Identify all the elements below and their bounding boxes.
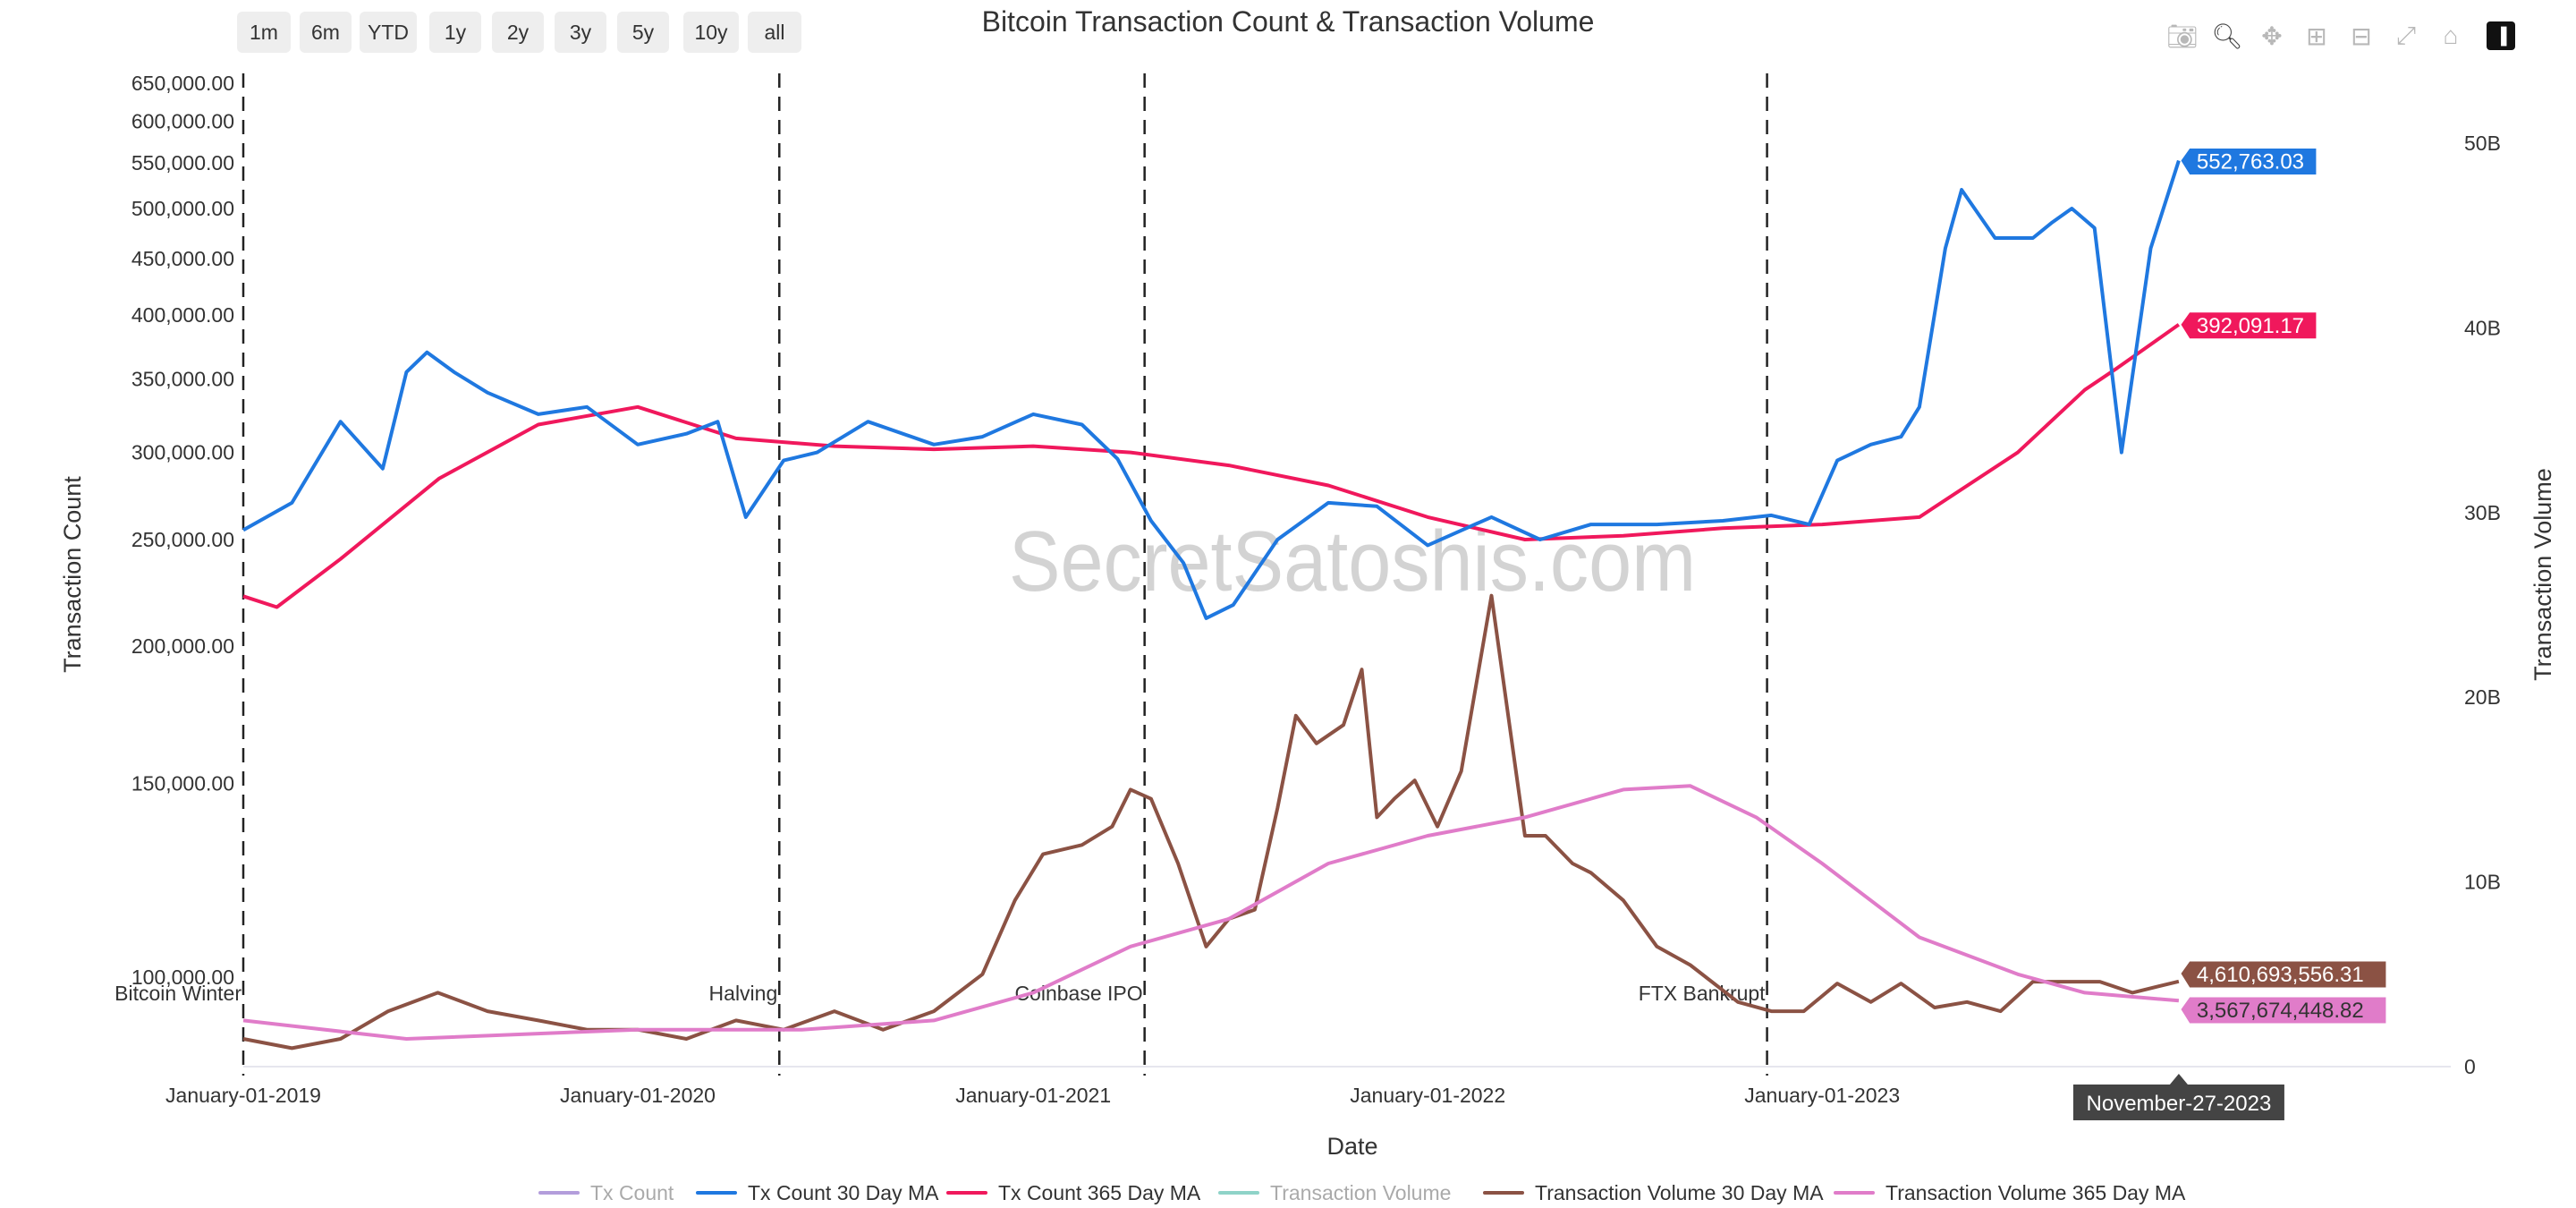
x-tick: January-01-2020 — [560, 1084, 716, 1107]
legend-swatch — [1483, 1191, 1524, 1195]
hover-date-label: November-27-2023 — [2087, 1092, 2272, 1116]
hover-label-tx30-bg — [2180, 147, 2318, 175]
y-left-tick: 500,000.00 — [131, 197, 234, 220]
y-left-tick: 350,000.00 — [131, 367, 234, 390]
hover-date-bg — [2072, 1074, 2284, 1120]
range-button-6m[interactable]: 6m — [300, 12, 352, 53]
chart-title: Bitcoin Transaction Count & Transaction … — [981, 5, 1595, 38]
legend-label: Tx Count 365 Day MA — [998, 1180, 1201, 1204]
hover-label-tx365-bg — [2180, 311, 2318, 340]
x-tick: January-01-2022 — [1350, 1084, 1505, 1107]
y-right-tick: 50B — [2464, 132, 2501, 155]
modebar: 📷︎ 🔍︎ ✥ ⊞ ⊟ ⤢ ⌂ ▐ — [2157, 18, 2515, 54]
event-label: Bitcoin Winter — [114, 982, 242, 1005]
y-left-tick: 600,000.00 — [131, 110, 234, 133]
legend: Tx Count Tx Count 30 Day MA Tx Count 365 D… — [0, 1179, 2576, 1208]
legend-swatch — [946, 1191, 987, 1195]
range-button-all[interactable]: all — [748, 12, 801, 53]
hover-label-vol30: 4,610,693,556.31 — [2197, 963, 2364, 987]
plotly-logo-icon[interactable]: ▐ — [2487, 21, 2515, 50]
series-line-transaction-volume-30-day-ma — [242, 593, 2180, 1051]
legend-swatch — [538, 1191, 580, 1195]
y-right-tick: 20B — [2464, 685, 2501, 709]
y-left-tick: 400,000.00 — [131, 303, 234, 327]
legend-label: Tx Count 30 Day MA — [748, 1180, 939, 1204]
legend-item[interactable]: Tx Count 365 Day MA — [946, 1179, 1200, 1206]
pan-icon[interactable]: ✥ — [2261, 21, 2283, 50]
y-right-tick: 10B — [2464, 871, 2501, 894]
zoom-out-icon[interactable]: ⊟ — [2351, 21, 2372, 50]
legend-label: Tx Count — [590, 1180, 674, 1204]
range-button-3y[interactable]: 3y — [555, 12, 606, 53]
legend-item[interactable]: Transaction Volume 30 Day MA — [1483, 1179, 1824, 1206]
legend-item[interactable]: Transaction Volume — [1218, 1179, 1451, 1206]
legend-label: Transaction Volume 30 Day MA — [1535, 1180, 1824, 1204]
legend-swatch — [1218, 1191, 1259, 1195]
y-left-tick: 100,000.00 — [131, 966, 234, 989]
reset-axes-icon[interactable]: ⌂ — [2443, 21, 2459, 49]
watermark: SecretSatoshis.com — [1009, 514, 1696, 609]
event-label: Halving — [709, 982, 778, 1005]
x-tick: January-01-2019 — [165, 1084, 321, 1107]
x-tick: January-01-2023 — [1744, 1084, 1900, 1107]
legend-item[interactable]: Tx Count — [538, 1179, 674, 1206]
y-left-tick: 200,000.00 — [131, 634, 234, 658]
range-button-1m[interactable]: 1m — [237, 12, 291, 53]
hover-label-vol30-bg — [2180, 960, 2387, 989]
range-button-ytd[interactable]: YTD — [360, 12, 417, 53]
range-button-5y[interactable]: 5y — [617, 12, 669, 53]
legend-item[interactable]: Transaction Volume 365 Day MA — [1834, 1179, 2185, 1206]
y-left-axis-title: Transaction Count — [59, 476, 86, 673]
camera-icon[interactable]: 📷︎ — [2166, 21, 2199, 50]
zoom-icon[interactable]: 🔍︎ — [2211, 21, 2243, 50]
y-left-tick: 550,000.00 — [131, 151, 234, 174]
y-right-axis-title: Transaction Volume — [2529, 468, 2556, 681]
hover-label-tx365: 392,091.17 — [2197, 314, 2304, 338]
legend-label: Transaction Volume — [1270, 1180, 1452, 1204]
hover-label-vol365: 3,567,674,448.82 — [2197, 999, 2364, 1023]
range-button-10y[interactable]: 10y — [683, 12, 739, 53]
y-right-tick: 30B — [2464, 501, 2501, 524]
series-line-tx-count-365-day-ma — [242, 323, 2181, 609]
legend-item[interactable]: Tx Count 30 Day MA — [696, 1179, 938, 1206]
y-right-tick: 40B — [2464, 316, 2501, 339]
y-left-tick: 300,000.00 — [131, 441, 234, 464]
series-line-transaction-volume-365-day-ma — [242, 784, 2180, 1041]
range-button-2y[interactable]: 2y — [492, 12, 544, 53]
legend-label: Transaction Volume 365 Day MA — [1885, 1180, 2186, 1204]
legend-swatch — [1834, 1191, 1875, 1195]
y-left-tick: 450,000.00 — [131, 247, 234, 270]
legend-swatch — [696, 1191, 737, 1195]
hover-label-vol365-bg — [2180, 996, 2387, 1025]
y-left-tick: 150,000.00 — [131, 772, 234, 795]
x-axis-title: Date — [1326, 1133, 1377, 1160]
series-line-tx-count-30-day-ma — [242, 159, 2181, 620]
y-right-tick: 0 — [2464, 1055, 2476, 1078]
event-label: FTX Bankrupt — [1639, 982, 1766, 1005]
y-left-tick: 650,000.00 — [131, 72, 234, 95]
zoom-in-icon[interactable]: ⊞ — [2306, 21, 2327, 50]
x-tick: January-01-2021 — [955, 1084, 1111, 1107]
hover-label-tx30: 552,763.03 — [2197, 149, 2304, 174]
y-left-tick: 250,000.00 — [131, 528, 234, 551]
range-button-1y[interactable]: 1y — [429, 12, 481, 53]
autoscale-icon[interactable]: ⤢ — [2395, 21, 2417, 49]
